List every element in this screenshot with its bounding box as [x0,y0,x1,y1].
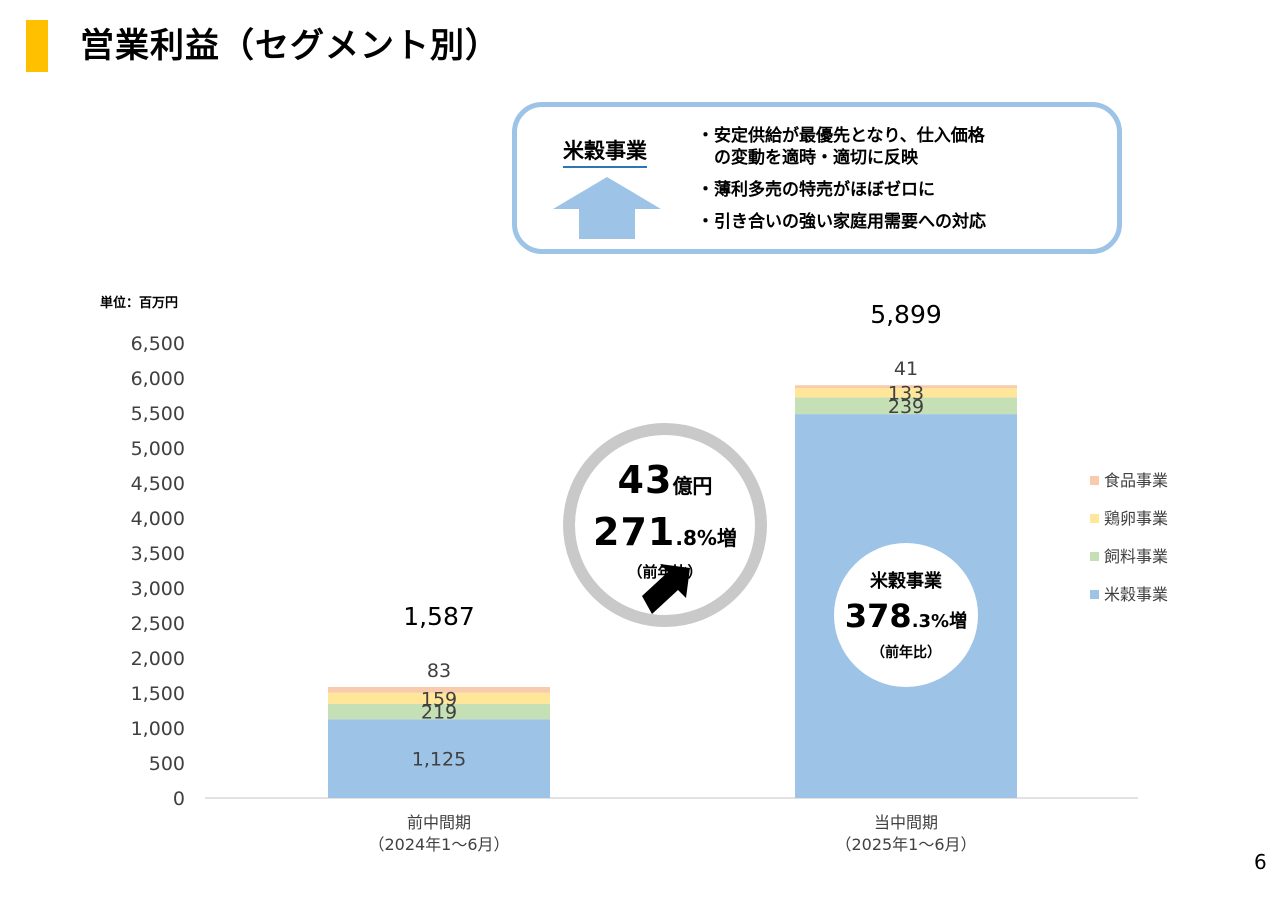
growth-amount-unit: 億円 [672,474,713,498]
up-arrow-icon [553,177,661,239]
y-tick-label: 0 [173,788,185,810]
title-accent-bar [26,20,48,72]
bar-segment-feed [795,397,1017,415]
rice-badge-disc [834,543,978,687]
bar-segment-egg [328,692,550,704]
growth-pct: 271 [593,510,676,554]
y-tick-label: 1,000 [131,718,185,740]
rice-badge-pct-suffix: .3%増 [911,611,968,632]
legend-label: 食品事業 [1104,471,1168,490]
y-tick-label: 2,500 [131,613,185,635]
total-label: 1,587 [403,602,475,631]
legend-swatch [1090,514,1099,523]
growth-arrow-icon [642,564,690,614]
unit-label: 単位：百万円 [100,296,179,311]
y-tick-label: 500 [149,753,185,775]
rice-badge: 米穀事業 378.3%増 （前年比） [836,568,976,664]
bar-segment-food [328,686,550,693]
data-label: 1,125 [412,749,466,771]
data-label: 239 [888,396,924,418]
data-label: 83 [427,660,451,682]
callout-bullets: ・安定供給が最優先となり、仕入価格 の変動を適時・適切に反映 ・薄利多売の特売が… [697,125,986,243]
data-label: 133 [888,383,924,405]
callout-box: 米穀事業 ・安定供給が最優先となり、仕入価格 の変動を適時・適切に反映 ・薄利多… [512,102,1122,254]
total-label: 5,899 [870,300,942,329]
y-tick-label: 2,000 [131,648,185,670]
bar-segment-egg [795,388,1017,398]
growth-pct-suffix: .8%増 [675,526,737,550]
data-label: 41 [894,358,918,380]
callout-bullet: ・安定供給が最優先となり、仕入価格 の変動を適時・適切に反映 [697,126,985,168]
x-category-label: 前中間期 [407,813,471,832]
x-category-label: 当中間期 [874,813,938,832]
y-tick-label: 5,500 [131,403,185,425]
callout-bullet: ・引き合いの強い家庭用需要への対応 [697,212,986,232]
growth-ring [563,423,767,627]
rice-badge-heading: 米穀事業 [870,571,942,592]
legend-swatch [1090,552,1099,561]
y-tick-label: 6,500 [131,333,185,355]
legend-label: 飼料事業 [1104,547,1168,566]
callout-bullet: ・薄利多売の特売がほぼゼロに [697,180,935,200]
bar-segment-rice [328,719,550,798]
x-category-label: （2024年1～6月） [368,835,509,854]
legend-label: 鶏卵事業 [1104,509,1168,528]
rice-badge-pct: 378 [844,597,912,635]
page-title: 営業利益（セグメント別） [80,26,500,66]
y-tick-label: 1,500 [131,683,185,705]
y-tick-label: 4,000 [131,508,185,530]
y-tick-label: 5,000 [131,438,185,460]
legend-swatch [1090,476,1099,485]
bar-segment-food [795,385,1017,389]
y-tick-label: 6,000 [131,368,185,390]
data-label: 159 [421,688,457,710]
y-tick-label: 3,500 [131,543,185,565]
y-tick-label: 4,500 [131,473,185,495]
growth-note: （前年比） [627,563,703,581]
legend-swatch [1090,590,1099,599]
legend-label: 米穀事業 [1104,585,1168,604]
callout-heading: 米穀事業 [563,135,647,168]
bar-segment-feed [328,703,550,720]
y-tick-label: 3,000 [131,578,185,600]
page-number: 6 [1254,850,1267,874]
growth-badge: 43億円 271.8%増 （前年比） [570,458,760,582]
rice-badge-note: （前年比） [871,645,941,661]
data-label: 219 [421,702,457,724]
growth-amount: 43 [617,458,673,502]
x-category-label: （2025年1～6月） [835,835,976,854]
